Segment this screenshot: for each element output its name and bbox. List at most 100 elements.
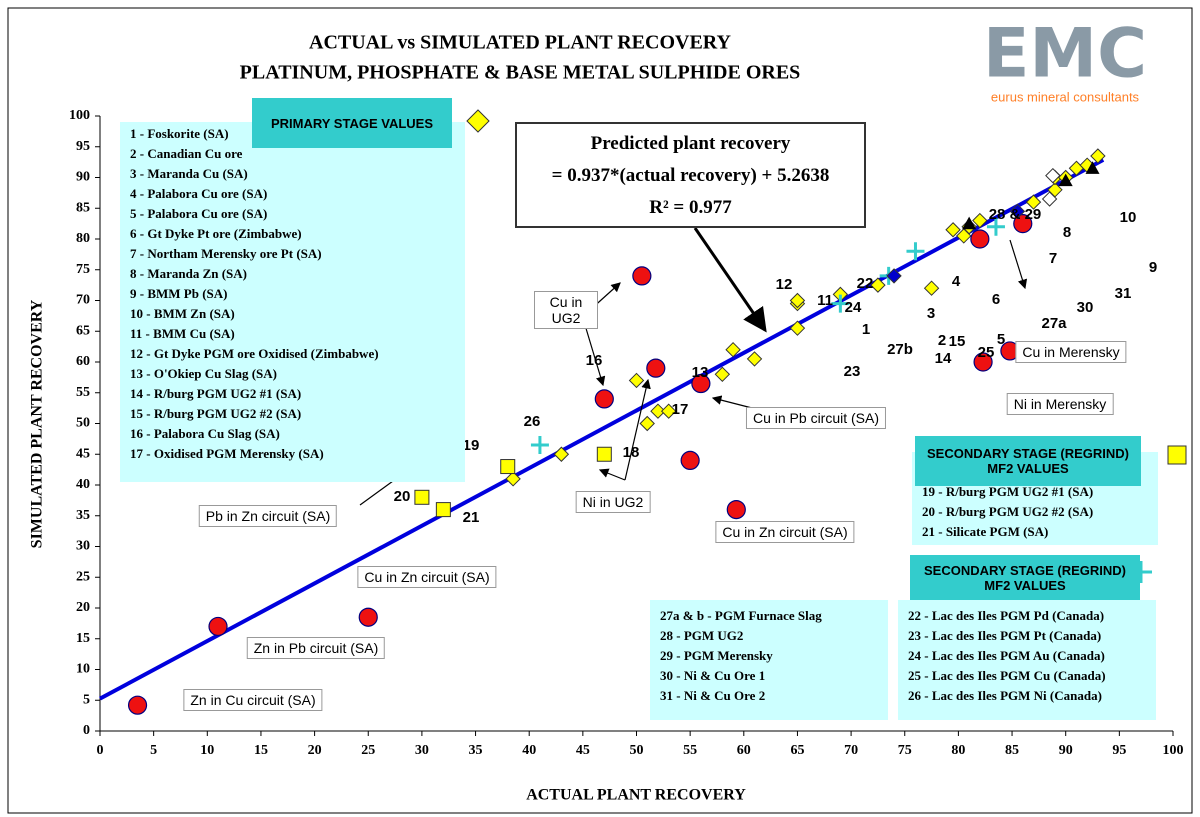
legend-item: 14 - R/burg PGM UG2 #1 (SA) <box>130 386 302 401</box>
point-label: 27a <box>1041 315 1067 332</box>
legend-item: 27a & b - PGM Furnace Slag <box>660 608 822 623</box>
data-point <box>435 502 451 518</box>
y-axis-title: SIMULATED PLANT RECOVERY <box>29 299 46 548</box>
y-tick-label: 55 <box>76 385 90 400</box>
arrow <box>1009 239 1028 290</box>
equation-line: Predicted plant recovery <box>590 133 791 154</box>
data-point <box>1041 191 1058 207</box>
frame <box>7 7 1193 814</box>
data-point <box>986 217 1005 236</box>
point-label: 2 <box>938 332 946 349</box>
legend-title: SECONDARY STAGE (REGRIND) MF2 VALUES <box>910 555 1140 600</box>
x-axis-title: ACTUAL PLANT RECOVERY <box>526 787 746 804</box>
chart-title: PLATINUM, PHOSPHATE & BASE METAL SULPHID… <box>240 62 801 84</box>
data-point <box>906 242 925 261</box>
legend-item: 9 - BMM Pb (SA) <box>130 286 228 301</box>
y-tick-label: 25 <box>76 569 90 584</box>
legend-item: 25 - Lac des Iles PGM Cu (Canada) <box>908 668 1106 683</box>
data-point <box>870 277 886 293</box>
y-tick-label: 10 <box>76 662 90 677</box>
logo: EMC <box>983 15 1147 94</box>
legend-list: 27a & b - PGM Furnace Slag 28 - PGM UG2 29… <box>650 600 888 720</box>
point-label: 28 & 29 <box>989 206 1042 223</box>
point-label: 31 <box>1115 285 1132 302</box>
data-point <box>414 489 430 505</box>
annotation: Zn in Pb circuit (SA) <box>246 637 386 659</box>
y-tick-label: 40 <box>76 477 90 492</box>
legend-item: 12 - Gt Dyke PGM ore Oxidised (Zimbabwe) <box>130 346 379 361</box>
data-point <box>594 389 614 409</box>
point-label: 22 <box>857 275 874 292</box>
legend-item: 8 - Maranda Zn (SA) <box>130 266 248 281</box>
point-label: 15 <box>949 333 966 350</box>
equation-line: = 0.937*(actual recovery) + 5.2638 <box>551 165 830 186</box>
point-label: 21 <box>463 509 480 526</box>
data-point <box>886 268 902 284</box>
legend-item: 4 - Palabora Cu ore (SA) <box>130 186 268 201</box>
y-tick-label: 70 <box>76 293 90 308</box>
data-point <box>628 372 645 389</box>
annotation: Cu in Merensky <box>1015 341 1127 363</box>
annotation: Ni in Merensky <box>1006 393 1114 415</box>
legend-list: 1 - Foskorite (SA) 2 - Canadian Cu ore 3 -… <box>120 122 465 482</box>
annotation: Cu in Zn circuit (SA) <box>357 566 497 588</box>
y-tick-label: 65 <box>76 323 90 338</box>
y-tick-label: 30 <box>76 539 90 554</box>
x-tick-label: 5 <box>150 743 157 758</box>
legend-item: 21 - Silicate PGM (SA) <box>922 524 1049 539</box>
data-point <box>505 471 521 487</box>
equation-box: Predicted plant recovery = 0.937*(actual … <box>515 122 866 228</box>
data-point <box>831 294 850 313</box>
logo-tagline: eurus mineral consultants <box>991 89 1140 104</box>
point-label: 18 <box>623 444 640 461</box>
legend-item: 16 - Palabora Cu Slag (SA) <box>130 426 280 441</box>
y-tick-label: 20 <box>76 600 90 615</box>
point-label: 11 <box>817 292 833 309</box>
data-point <box>1009 203 1026 220</box>
arrow <box>584 324 606 387</box>
annotation: Cu in Pb circuit (SA) <box>745 407 887 429</box>
point-label: 12 <box>776 276 793 293</box>
trendline <box>99 158 1105 701</box>
legend-list: 22 - Lac des Iles PGM Pd (Canada) 23 - La… <box>898 600 1156 720</box>
point-label: 27b <box>887 341 913 358</box>
x-tick-label: 45 <box>576 743 590 758</box>
data-point <box>1090 148 1106 164</box>
data-point <box>714 366 731 383</box>
x-tick-label: 90 <box>1059 743 1073 758</box>
x-tick-label: 60 <box>737 743 751 758</box>
data-point <box>596 446 612 462</box>
point-label: 8 <box>1063 224 1071 241</box>
point-label: 6 <box>992 291 1000 308</box>
y-tick-label: 35 <box>76 508 90 523</box>
arrow <box>693 227 767 333</box>
data-point <box>500 459 516 475</box>
y-tick-label: 75 <box>76 262 90 277</box>
point-label: 26 <box>524 413 541 430</box>
data-point <box>970 229 990 249</box>
data-point <box>789 320 806 336</box>
x-tick-label: 50 <box>630 743 644 758</box>
point-label: 20 <box>394 488 411 505</box>
point-label: 10 <box>1120 209 1137 226</box>
legend-icon <box>466 109 490 133</box>
point-label: 5 <box>997 331 1005 348</box>
data-point <box>530 436 549 455</box>
y-tick-label: 85 <box>76 200 90 215</box>
x-tick-label: 30 <box>415 743 429 758</box>
annotation: Ni in UG2 <box>575 491 651 513</box>
arrow <box>598 468 626 481</box>
legend-item: 26 - Lac des Iles PGM Ni (Canada) <box>908 688 1102 703</box>
legend-item: 13 - O'Okiep Cu Slag (SA) <box>130 366 277 381</box>
x-tick-label: 95 <box>1112 743 1126 758</box>
x-tick-label: 65 <box>790 743 804 758</box>
legend-item: 28 - PGM UG2 <box>660 628 744 643</box>
annotation: Cu in Zn circuit (SA) <box>715 521 855 543</box>
point-label: 23 <box>844 363 861 380</box>
data-point <box>358 607 378 627</box>
point-label: 16 <box>586 352 603 369</box>
point-label: 25 <box>978 344 995 361</box>
annotation: Pb in Zn circuit (SA) <box>198 505 338 527</box>
legend-item: 22 - Lac des Iles PGM Pd (Canada) <box>908 608 1105 623</box>
